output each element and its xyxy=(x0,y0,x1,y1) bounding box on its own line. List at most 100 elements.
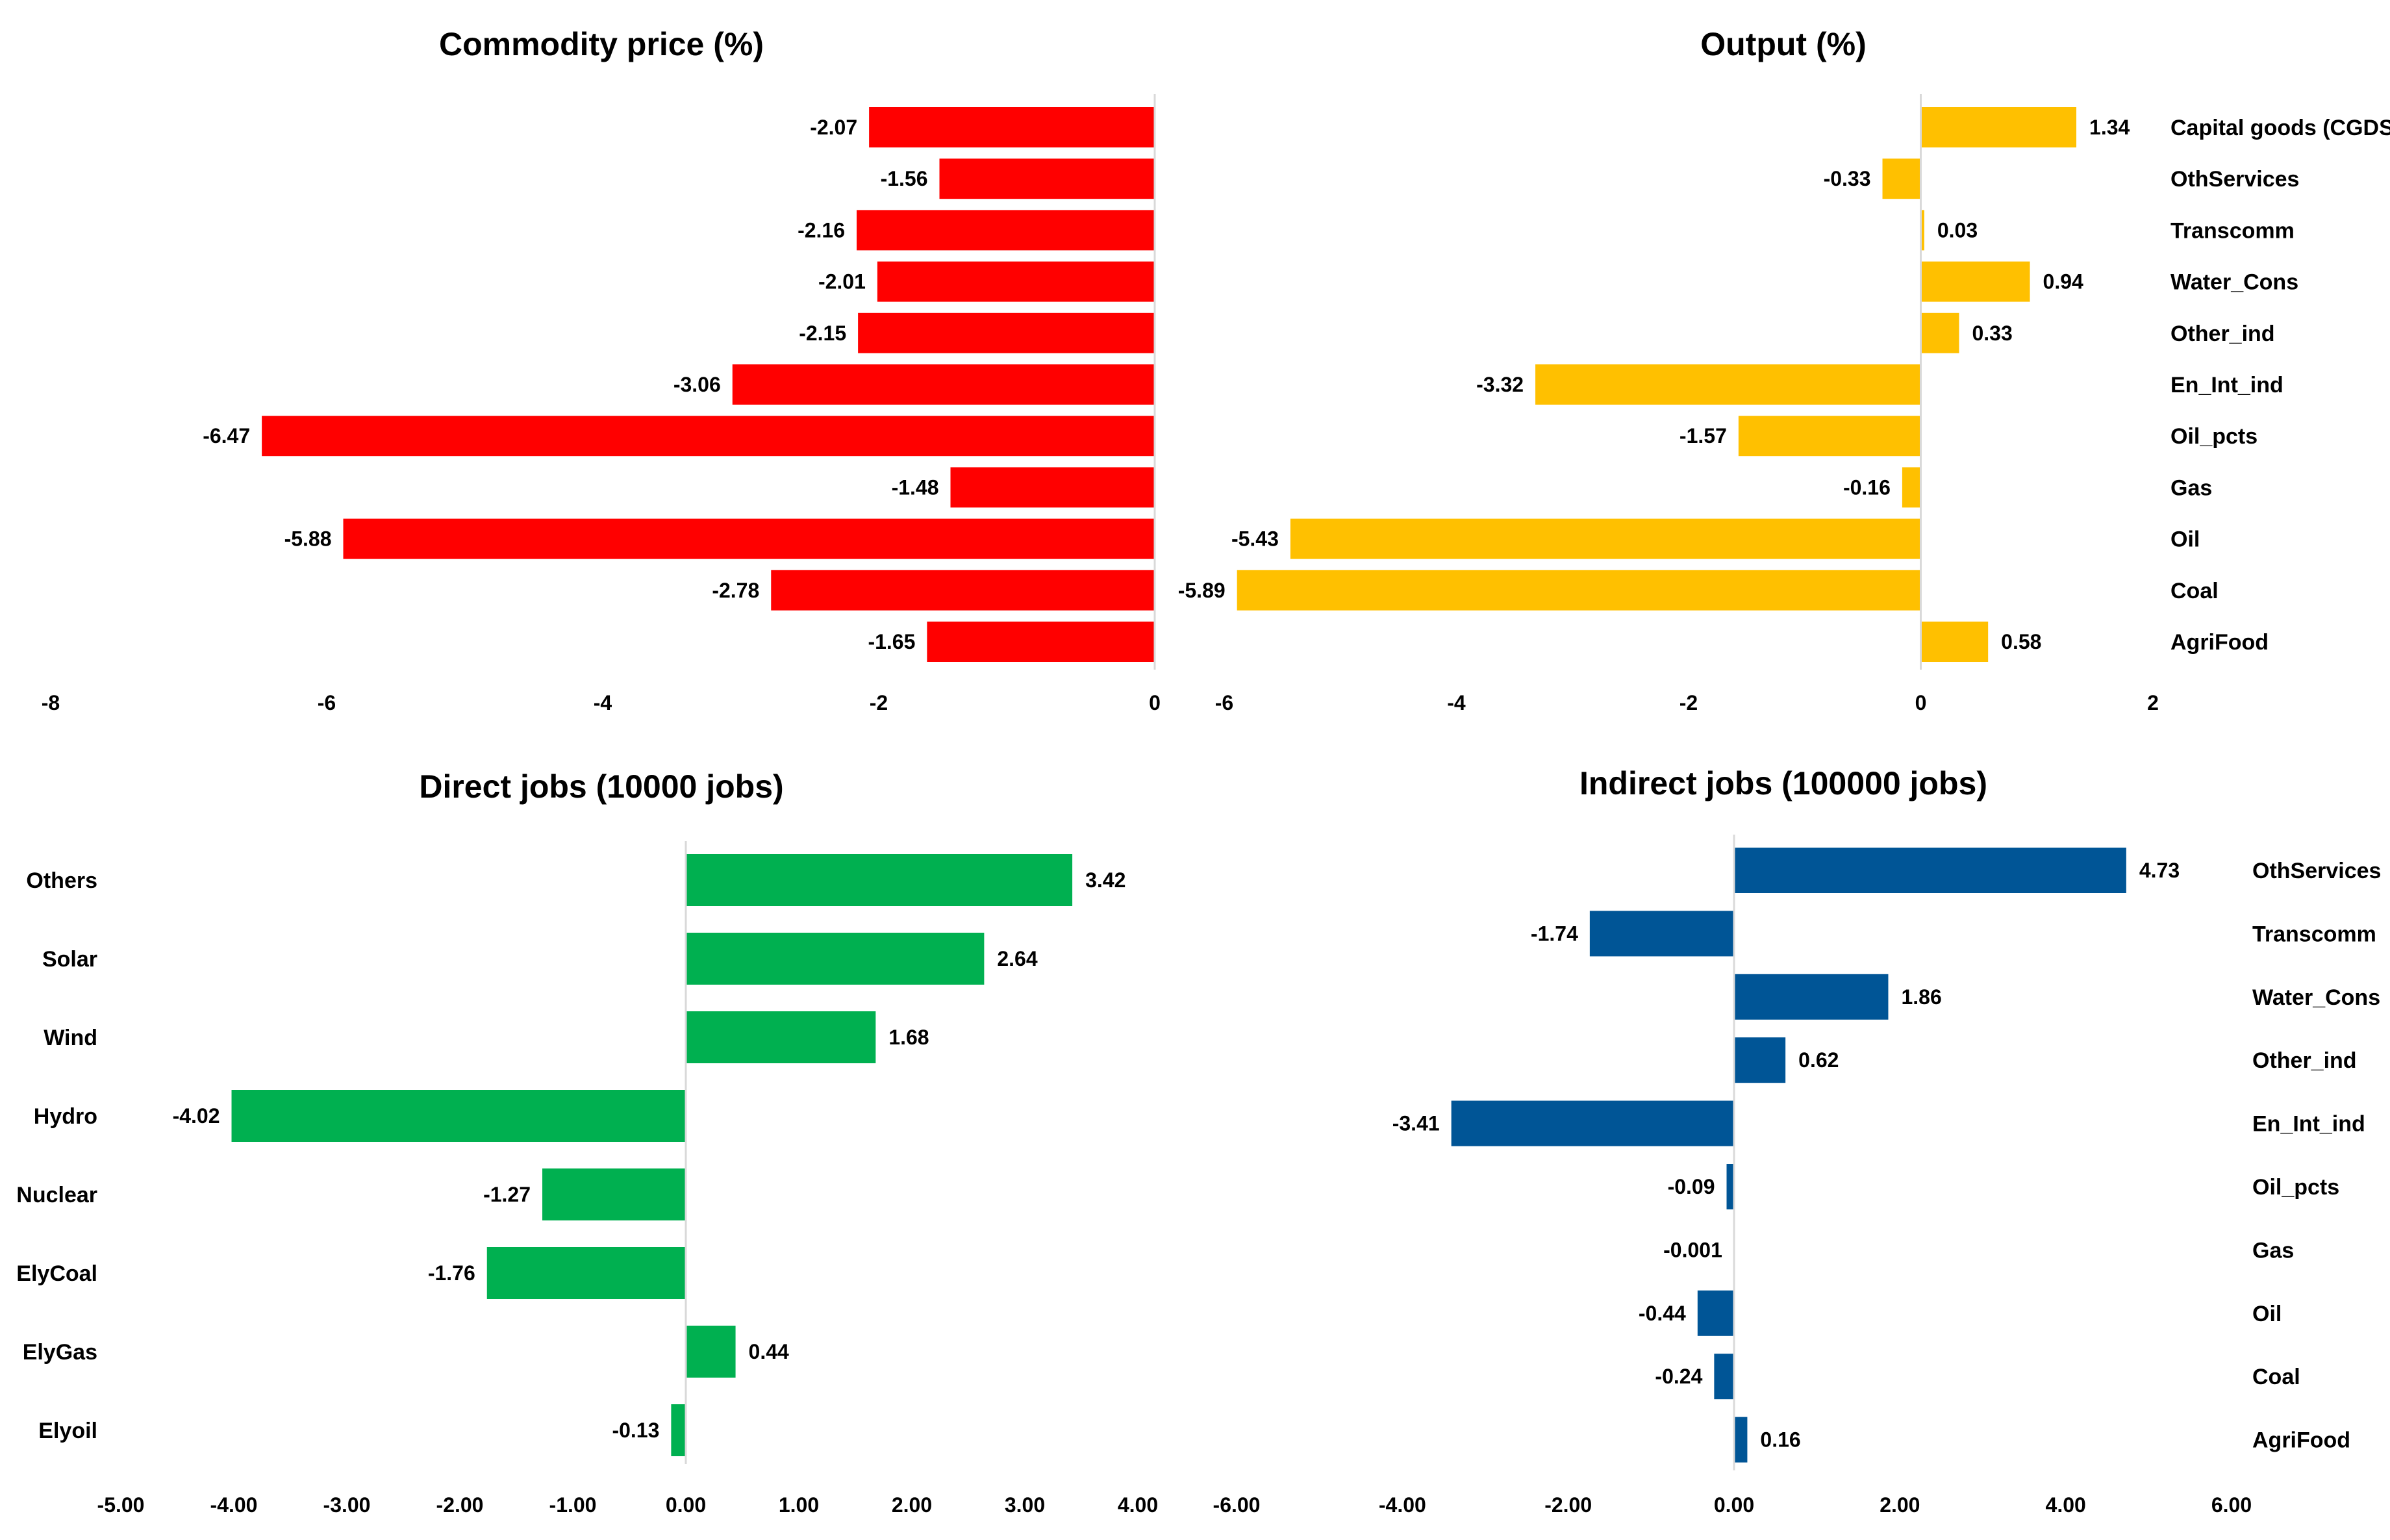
output-category-label: Water_Cons xyxy=(2170,270,2298,295)
commodity-tick-label: -6 xyxy=(318,691,336,714)
commodity-bar-agrifood xyxy=(927,622,1155,662)
direct-bar-hydro xyxy=(231,1090,686,1142)
direct-bar-elyoil xyxy=(671,1404,686,1456)
direct-tick-label: -4.00 xyxy=(210,1493,258,1517)
commodity-value-label: -3.06 xyxy=(673,373,721,396)
direct-category-label: Nuclear xyxy=(16,1183,97,1207)
direct-bar-solar xyxy=(686,933,985,985)
direct-tick-label: -3.00 xyxy=(323,1493,371,1517)
direct-tick-label: -1.00 xyxy=(549,1493,597,1517)
direct-bar-elygas xyxy=(686,1326,736,1378)
indirect-bar-oil-pcts xyxy=(1726,1164,1734,1209)
indirect-category-label: AgriFood xyxy=(2252,1428,2350,1453)
indirect-tick-label: 2.00 xyxy=(1880,1493,1920,1517)
output-value-label: 1.34 xyxy=(2089,116,2130,139)
direct-category-label: Wind xyxy=(44,1026,97,1050)
indirect-bar-other-ind xyxy=(1734,1037,1786,1083)
output-bar-transcomm xyxy=(1920,210,1924,251)
output-tick-label: 2 xyxy=(2147,691,2159,714)
output-category-label: OthServices xyxy=(2170,167,2299,192)
indirect-bar-en-int-ind xyxy=(1451,1100,1734,1146)
output-bar-gas xyxy=(1902,467,1921,508)
indirect-category-label: Coal xyxy=(2252,1365,2300,1389)
direct-category-label: Others xyxy=(26,868,97,893)
output-chart: Output (%) 1.34 Capital goods (CGDS) -0.33… xyxy=(1178,26,2390,714)
output-category-label: Capital goods (CGDS) xyxy=(2170,116,2390,140)
output-category-label: AgriFood xyxy=(2170,630,2269,655)
direct-jobs-title: Direct jobs (10000 jobs) xyxy=(419,768,783,805)
output-value-label: 0.03 xyxy=(1937,218,1978,242)
direct-tick-label: 4.00 xyxy=(1118,1493,1158,1517)
indirect-bar-othservices xyxy=(1734,848,2126,893)
indirect-value-label: -0.001 xyxy=(1663,1238,1722,1261)
output-bar-en-int-ind xyxy=(1535,364,1921,405)
output-category-label: Oil xyxy=(2170,527,2200,552)
direct-category-label: ElyGas xyxy=(23,1340,97,1365)
indirect-value-label: 4.73 xyxy=(2139,859,2180,882)
commodity-price-chart: Commodity price (%) -2.07 -1.56 -2.16 -2.01… xyxy=(42,26,1161,714)
direct-jobs-chart: Direct jobs (10000 jobs) 3.42 Others 2.64 S… xyxy=(16,768,1158,1517)
commodity-value-label: -2.15 xyxy=(799,322,846,345)
output-bar-coal xyxy=(1237,570,1921,611)
commodity-tick-label: -4 xyxy=(594,691,612,714)
direct-tick-label: -5.00 xyxy=(97,1493,145,1517)
output-tick-label: -6 xyxy=(1215,691,1233,714)
indirect-tick-label: -6.00 xyxy=(1213,1493,1261,1517)
commodity-value-label: -2.07 xyxy=(810,116,857,139)
indirect-category-label: OthServices xyxy=(2252,859,2381,883)
output-value-label: -0.33 xyxy=(1824,167,1871,190)
indirect-value-label: -0.09 xyxy=(1668,1175,1715,1198)
direct-bar-nuclear xyxy=(542,1168,686,1220)
direct-value-label: 2.64 xyxy=(997,947,1037,970)
commodity-value-label: -1.65 xyxy=(868,630,915,653)
output-category-label: Transcomm xyxy=(2170,218,2295,243)
output-tick-label: 0 xyxy=(1915,691,1927,714)
indirect-tick-label: 4.00 xyxy=(2046,1493,2086,1517)
output-bar-othservices xyxy=(1882,158,1921,199)
commodity-bar-water-cons xyxy=(877,261,1155,302)
direct-value-label: -4.02 xyxy=(173,1104,220,1128)
indirect-value-label: -0.44 xyxy=(1639,1302,1686,1325)
output-value-label: -1.57 xyxy=(1679,424,1727,448)
direct-category-label: ElyCoal xyxy=(16,1261,97,1286)
indirect-category-label: Gas xyxy=(2252,1238,2294,1263)
commodity-bar-en-int-ind xyxy=(732,364,1155,405)
direct-tick-label: 1.00 xyxy=(779,1493,819,1517)
direct-value-label: -1.27 xyxy=(483,1183,531,1206)
output-value-label: -5.43 xyxy=(1231,527,1279,551)
direct-value-label: -0.13 xyxy=(612,1419,659,1442)
commodity-value-label: -2.01 xyxy=(818,270,866,294)
output-bar-oil-pcts xyxy=(1738,416,1921,457)
direct-category-label: Hydro xyxy=(34,1104,97,1129)
commodity-bar-othservices xyxy=(939,158,1155,199)
commodity-value-label: -6.47 xyxy=(203,424,250,448)
output-tick-label: -2 xyxy=(1679,691,1698,714)
direct-category-label: Solar xyxy=(42,947,97,972)
indirect-bar-transcomm xyxy=(1589,911,1734,957)
indirect-category-label: En_Int_ind xyxy=(2252,1112,2365,1137)
commodity-bar-transcomm xyxy=(857,210,1155,251)
indirect-bar-coal xyxy=(1714,1354,1734,1400)
commodity-bar-other-ind xyxy=(858,312,1155,353)
indirect-value-label: 0.62 xyxy=(1798,1048,1839,1072)
output-bar-agrifood xyxy=(1920,622,1989,662)
commodity-value-label: -2.78 xyxy=(712,579,759,602)
output-category-label: Gas xyxy=(2170,475,2212,500)
output-bar-other-ind xyxy=(1920,312,1959,353)
commodity-bar-oil-pcts xyxy=(262,416,1155,457)
direct-tick-label: -2.00 xyxy=(436,1493,484,1517)
commodity-value-label: -1.56 xyxy=(881,167,928,190)
output-value-label: 0.94 xyxy=(2043,270,2083,294)
output-bar-capital-goods-cgds xyxy=(1920,107,2077,147)
output-value-label: -3.32 xyxy=(1476,373,1524,396)
output-category-label: Other_ind xyxy=(2170,322,2275,346)
commodity-value-label: -1.48 xyxy=(892,475,939,499)
direct-category-label: Elyoil xyxy=(38,1419,97,1443)
commodity-bar-oil xyxy=(343,518,1155,559)
direct-value-label: 1.68 xyxy=(888,1026,929,1049)
indirect-tick-label: 0.00 xyxy=(1714,1493,1754,1517)
indirect-value-label: -3.41 xyxy=(1392,1112,1440,1135)
commodity-tick-label: -2 xyxy=(870,691,888,714)
commodity-price-title: Commodity price (%) xyxy=(439,26,764,62)
